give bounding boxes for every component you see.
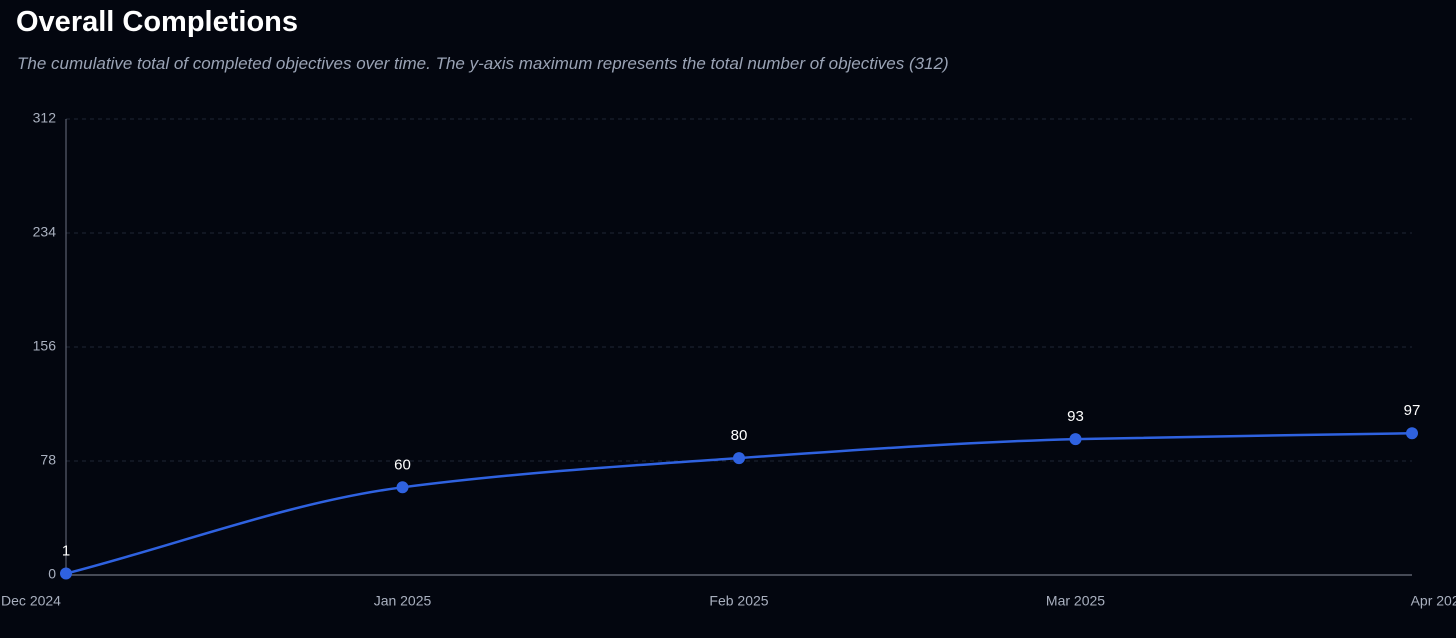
y-tick-label: 78 (40, 452, 56, 468)
x-tick-label: Feb 2025 (709, 593, 768, 609)
y-tick-label: 0 (48, 566, 56, 582)
y-tick-label: 234 (33, 224, 57, 240)
x-tick-label: Jan 2025 (374, 593, 432, 609)
x-tick-label: Apr 2025 (1411, 593, 1456, 609)
point (396, 481, 409, 494)
point (1406, 427, 1418, 440)
chart-subtitle: The cumulative total of completed object… (17, 54, 949, 73)
point (733, 452, 745, 465)
data-label: 93 (1067, 408, 1084, 425)
data-label: 97 (1404, 402, 1421, 419)
x-tick-label: Mar 2025 (1046, 593, 1105, 609)
point (1069, 433, 1082, 446)
data-label: 80 (731, 427, 748, 444)
point (60, 567, 72, 580)
chart-title: Overall Completions (16, 6, 298, 38)
data-label: 60 (394, 456, 411, 473)
data-label: 1 (62, 543, 70, 560)
y-tick-label: 312 (33, 110, 57, 126)
y-tick-label: 156 (33, 338, 57, 354)
x-tick-label: Dec 2024 (1, 593, 61, 609)
